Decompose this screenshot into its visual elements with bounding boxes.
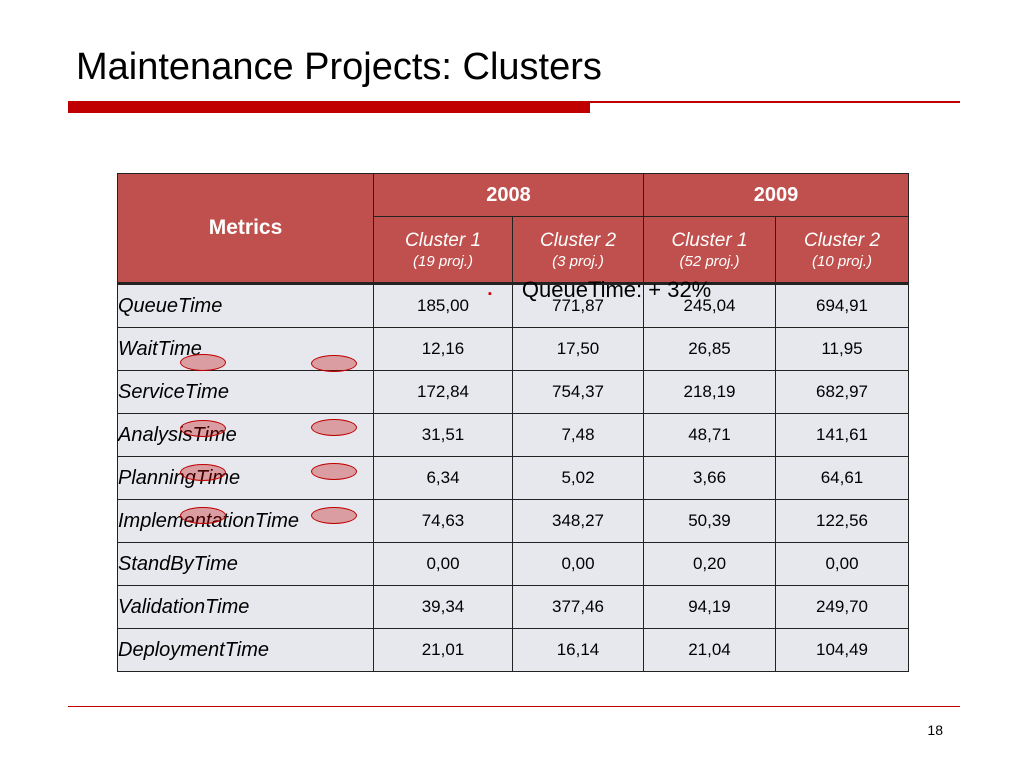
metric-value: 17,50	[512, 327, 644, 371]
cluster-name: Cluster 2	[803, 229, 881, 251]
slide-title: Maintenance Projects: Clusters	[76, 46, 602, 88]
table-row: ImplementationTime 74,63 348,27 50,39 12…	[117, 499, 909, 543]
title-underline-thick	[68, 101, 590, 113]
bullet-text: QueueTime: + 32%	[521, 277, 712, 302]
metric-value: 64,61	[775, 456, 909, 500]
metric-value: 141,61	[775, 413, 909, 457]
cluster-name: Cluster 1	[671, 229, 748, 251]
metric-value: 0,00	[775, 542, 909, 586]
metric-value: 94,19	[643, 585, 776, 629]
metric-value: 249,70	[775, 585, 909, 629]
page-number: 18	[927, 722, 943, 738]
metric-name: DeploymentTime	[117, 628, 374, 672]
metric-value: 11,95	[775, 327, 909, 371]
metric-value: 16,14	[512, 628, 644, 672]
metric-value: 0,20	[643, 542, 776, 586]
metric-value: 31,51	[373, 413, 513, 457]
metric-value: 26,85	[643, 327, 776, 371]
metrics-header: Metrics	[117, 173, 374, 284]
metric-value: 7,48	[512, 413, 644, 457]
square-bullet-icon: ▪	[488, 288, 492, 300]
metric-value: 21,04	[643, 628, 776, 672]
metrics-table: Metrics 2008 2009 Cluster 1 (19 proj.) C…	[117, 173, 909, 672]
table-row: PlanningTime 6,34 5,02 3,66 64,61	[117, 456, 909, 500]
metric-value: 39,34	[373, 585, 513, 629]
metric-value: 6,34	[373, 456, 513, 500]
cluster-project-count: (52 proj.)	[679, 252, 740, 270]
metric-value: 0,00	[512, 542, 644, 586]
metric-value: 5,02	[512, 456, 644, 500]
table-row: WaitTime 12,16 17,50 26,85 11,95	[117, 327, 909, 371]
table-row: DeploymentTime 21,01 16,14 21,04 104,49	[117, 628, 909, 672]
metric-value: 12,16	[373, 327, 513, 371]
year-header-2008: 2008	[373, 173, 644, 217]
table-row: ServiceTime 172,84 754,37 218,19 682,97	[117, 370, 909, 414]
table-row: QueueTime 185,00 771,87 245,04 694,91	[117, 282, 909, 328]
metric-value: 682,97	[775, 370, 909, 414]
highlight-ellipse-mark	[311, 419, 357, 436]
cluster-name: Cluster 1	[404, 229, 482, 251]
highlight-ellipse-mark	[180, 464, 226, 481]
highlight-ellipse-mark	[180, 420, 226, 437]
metric-name: StandByTime	[117, 542, 374, 586]
metric-value: 377,46	[512, 585, 644, 629]
metric-value: 754,37	[512, 370, 644, 414]
year-header-2009: 2009	[643, 173, 909, 217]
metric-value: 48,71	[643, 413, 776, 457]
table-row: ValidationTime 39,34 377,46 94,19 249,70	[117, 585, 909, 629]
metric-name: ServiceTime	[117, 370, 374, 414]
metric-value: 50,39	[643, 499, 776, 543]
cluster-project-count: (3 proj.)	[552, 252, 604, 270]
metric-value: 21,01	[373, 628, 513, 672]
metric-value: 104,49	[775, 628, 909, 672]
metric-value: 348,27	[512, 499, 644, 543]
metric-value: 172,84	[373, 370, 513, 414]
highlight-ellipse-mark	[311, 355, 357, 372]
cluster-name: Cluster 2	[539, 229, 617, 251]
metric-value: 694,91	[775, 282, 909, 328]
metric-name: QueueTime	[117, 282, 374, 328]
metric-name: ValidationTime	[117, 585, 374, 629]
metric-value: 0,00	[373, 542, 513, 586]
metric-value: 245,04	[643, 282, 776, 328]
cluster-project-count: (19 proj.)	[412, 252, 474, 270]
cluster-header: Cluster 1 (52 proj.)	[643, 216, 776, 284]
cluster-project-count: (10 proj.)	[811, 252, 873, 270]
highlight-ellipse-mark	[311, 463, 357, 480]
highlight-ellipse-mark	[180, 507, 226, 524]
highlight-ellipse-mark	[311, 507, 357, 524]
bullet-point: ▪ QueueTime: + 32%	[488, 277, 711, 305]
table-row: StandByTime 0,00 0,00 0,20 0,00	[117, 542, 909, 586]
metric-value: 3,66	[643, 456, 776, 500]
metric-value: 74,63	[373, 499, 513, 543]
table-row: AnalysisTime 31,51 7,48 48,71 141,61	[117, 413, 909, 457]
metric-value: 218,19	[643, 370, 776, 414]
highlight-ellipse-mark	[180, 354, 226, 371]
cluster-header: Cluster 2 (3 proj.)	[512, 216, 644, 284]
title-underline-thin	[590, 101, 960, 103]
footer-rule	[68, 706, 960, 707]
cluster-header: Cluster 1 (19 proj.)	[373, 216, 513, 284]
metric-value: 122,56	[775, 499, 909, 543]
cluster-header: Cluster 2 (10 proj.)	[775, 216, 909, 284]
